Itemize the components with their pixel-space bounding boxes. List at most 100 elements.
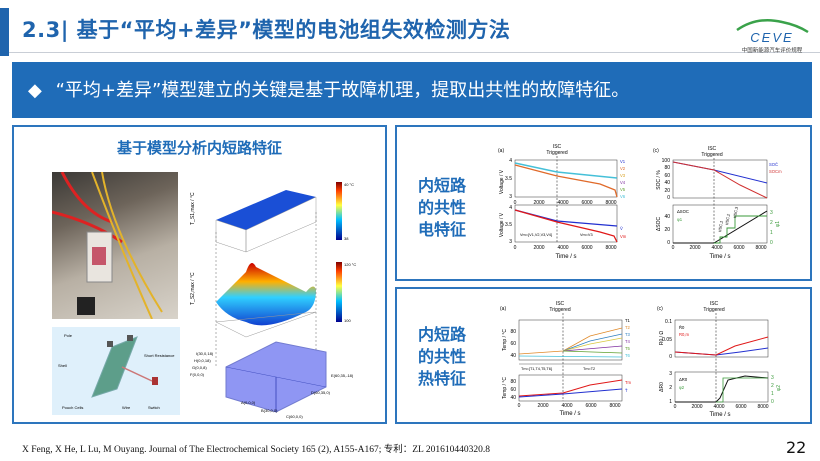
chart-text: ISC [710,301,719,307]
surface-mid [216,263,316,326]
chart-text: 3 [770,210,773,216]
chart-text: D(60,35,0) [311,390,331,395]
chart-text: ISC [708,146,717,152]
chart-text: C(60,0,0) [286,414,303,419]
banner-text: “平均+差异”模型建立的关键是基于故障机理，提取出共性的故障特征。 [55,80,630,101]
chart-text: V1 [620,159,626,164]
chart-text: 40 [664,180,670,186]
chart-text: 0 [770,240,773,246]
chart-text: SOC / % [656,170,662,190]
chart-text: 2000 [533,200,544,206]
page-title: 2.3| 基于“平均+差异”模型的电池组失效检测方法 [22,18,511,42]
chart-text: R0 / Ω [659,331,665,346]
chart-text: E(60,35,-18) [331,373,354,378]
chart-text: Tm [625,380,632,385]
chart-text: R̄0 [679,325,685,330]
chart-text: V5 [620,187,626,192]
chart-text: 100 [344,318,351,323]
chart-text: 3 [509,239,512,245]
chart-text: Tm=T2 [583,367,595,371]
chart-text: 2000 [533,245,544,251]
thermal-feature-label: 内短路 的共性 热特征 [417,325,466,388]
chart-text: Temp / °C [502,329,508,351]
chart-text: 20 [664,227,670,233]
chart-text: ΔSOC [677,209,689,214]
chart-text: 2000 [691,404,702,410]
soc-chart: (c) ISC Triggered SOC / % ΔSOC 0 20 40 6… [653,146,782,260]
chart-text: (a) [498,148,504,154]
electrical-feature-label: 内短路 的共性 电特征 [417,176,466,239]
chart-text: (c) [653,148,659,154]
chart-text: T6 [625,353,631,358]
voltage-chart: (a) ISC Triggered Voltage / V Voltage / … [498,144,627,260]
surface-top [216,190,316,230]
chart-text: φ1 [775,221,781,227]
chart-text: 6000 [733,245,744,251]
chart-text: 20 [664,188,670,194]
chart-text: 8000 [605,200,616,206]
chart-text: 1 [770,230,773,236]
chart-text: Time / s [709,254,730,260]
chart-text: 6000 [581,245,592,251]
chart-text: 3.5 [505,222,512,228]
chart-text: 2000 [689,245,700,251]
chart-text: Time / s [559,411,580,417]
chart-text: (c) [657,306,663,312]
battery-schematic: Pole Shell Short Resistance Pouch Cells … [52,327,180,415]
chart-text: 4000 [561,403,572,409]
chart-text: SOCm [769,169,782,174]
chart-text: V4 [620,180,626,185]
chart-text: Time / s [555,254,576,260]
chart-text: 40 [664,214,670,220]
chart-text: V̄ [620,226,623,231]
chart-text: A(0,0,0) [241,400,256,405]
chart-text: 4 [509,205,512,211]
chart-text: tISC,3 [732,206,739,219]
chart-text: φ2 [776,385,782,391]
chart-text: (a) [500,306,506,312]
chart-text: 0 [514,200,517,206]
chart-text: 80 [510,379,516,385]
chart-text: V3 [620,173,626,178]
chart-text: T3 [625,332,631,337]
chart-text: ISC [553,144,562,150]
chart-text: SOC̄ [769,162,778,167]
chart-text: 2 [669,385,672,391]
chart-text: Vm={V1,V2,V3,V4} [520,233,553,237]
title-accent-bar [0,8,9,56]
chart-text: Shell [58,363,67,368]
chart-text: T_S1,max / °C [190,192,196,225]
chart-text: Vm=V3 [580,233,593,237]
chart-text: 0 [667,240,670,246]
chart-text: CEVE [750,30,793,45]
chart-text: Triggered [701,152,722,158]
chart-text: 8000 [755,245,766,251]
chart-text: tISC,2 [724,213,731,226]
chart-text: Tm={T1,T4,T5,T6} [521,367,553,371]
key-point-banner: ◆ “平均+差异”模型建立的关键是基于故障机理，提取出共性的故障特征。 [12,62,812,118]
chart-text: Short Resistance [144,353,175,358]
chart-text: G(0,0,8) [192,365,207,370]
chart-text: ΔR0 [679,377,688,382]
chart-text: 6000 [735,404,746,410]
chart-text: 3 [669,371,672,377]
chart-text: Triggered [703,307,724,313]
temperature-surface-plots: T_S1,max / °C 40 °C 38 T_S2,max / °C 120… [190,182,356,419]
chart-text: 40 [510,353,516,359]
chart-text: Wire [122,405,131,410]
chart-text: 8000 [609,403,620,409]
thermal-charts: (a) ISC Triggered Tm={T1,T4,T5,T6} Tm=T2… [500,301,782,418]
chart-text: R0,m [679,332,690,337]
chart-text: 0 [518,403,521,409]
chart-text: T̄ [625,388,628,393]
chart-text: 40 °C [344,182,354,187]
chart-text: 0.05 [662,337,672,343]
chart-text: 中国新能源汽车评价规程 [742,46,803,54]
chart-text: V2 [620,166,626,171]
colorbar-top [336,182,342,240]
chart-text: 0 [771,399,774,405]
chart-text: Time / s [709,412,730,418]
diamond-bullet-icon: ◆ [28,80,42,101]
thermal-feature-panel: 内短路 的共性 热特征 (a) ISC Triggered Tm={T1,T4,T5… [395,287,812,424]
chart-text: 1 [669,399,672,405]
